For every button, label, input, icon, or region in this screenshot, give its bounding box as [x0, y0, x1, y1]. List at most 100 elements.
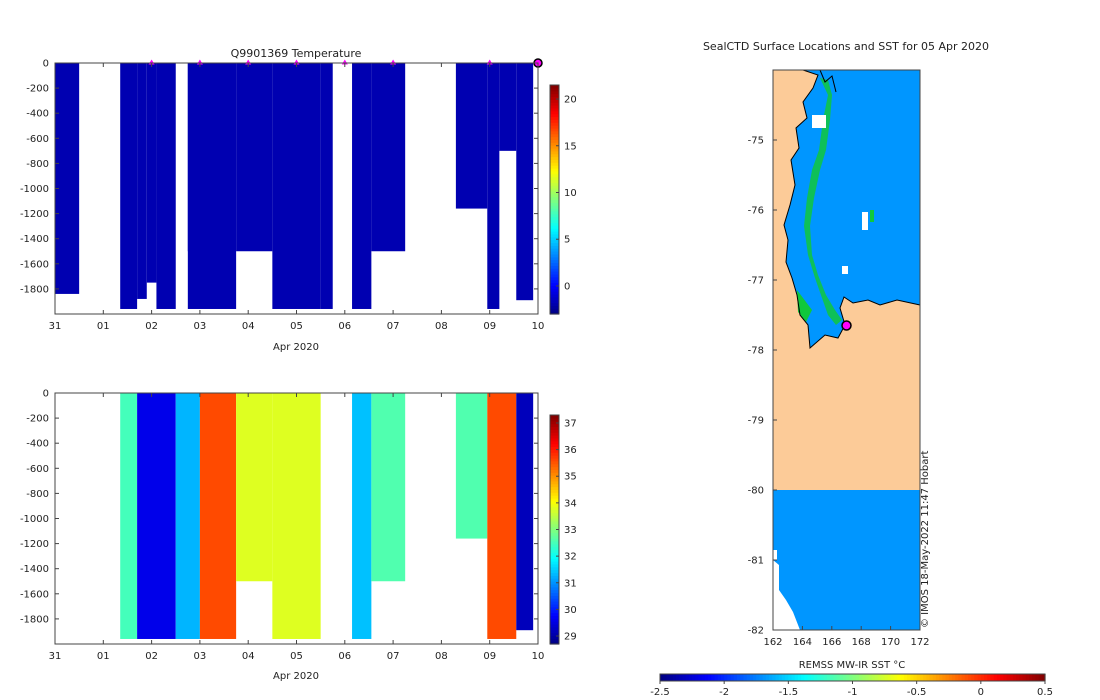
- colorbar-segment: [550, 259, 559, 264]
- sst-colorbar-segment: [855, 674, 860, 681]
- sst-colorbar-segment: [772, 674, 777, 681]
- sst-colorbar-segment: [929, 674, 934, 681]
- colorbar-segment: [550, 190, 559, 195]
- sst-colorbar-segment: [810, 674, 815, 681]
- colorbar-segment: [550, 188, 559, 192]
- x-tick-label: 05: [290, 651, 303, 662]
- imos-credit: © IMOS 18-May-2022 11:47 Hobart: [920, 451, 931, 628]
- sst-colorbar-segment: [746, 674, 751, 681]
- colorbar-segment: [550, 632, 559, 637]
- temperature-xlabel: Apr 2020: [273, 342, 319, 353]
- colorbar-segment: [550, 417, 559, 422]
- colorbar-segment: [550, 116, 559, 120]
- sst-colorbar-segment: [935, 674, 940, 681]
- colorbar-segment: [550, 563, 559, 568]
- colorbar-segment: [550, 629, 559, 634]
- profile-bar: [487, 393, 517, 639]
- colorbar-segment: [550, 85, 559, 89]
- sst-colorbar-segment: [996, 674, 1001, 681]
- colorbar-tick-label: 33: [564, 525, 577, 536]
- colorbar-segment: [550, 572, 559, 576]
- colorbar-segment: [550, 205, 559, 209]
- colorbar-segment: [550, 265, 559, 269]
- colorbar-segment: [550, 498, 559, 502]
- colorbar-segment: [550, 586, 559, 591]
- sst-colorbar-segment: [740, 674, 745, 681]
- colorbar-segment: [550, 110, 559, 115]
- colorbar-segment: [550, 609, 559, 614]
- colorbar-segment: [550, 529, 559, 533]
- map-y-tick-label: -76: [748, 206, 764, 217]
- y-tick-label: -1400: [20, 234, 49, 245]
- profile-bar: [156, 63, 176, 309]
- sst-colorbar-segment: [807, 674, 812, 681]
- colorbar-segment: [550, 500, 559, 505]
- coastal-warm-patch-south: [797, 290, 812, 322]
- colorbar-segment: [550, 156, 559, 161]
- y-tick-label: -1600: [20, 259, 49, 270]
- sst-colorbar-segment: [839, 674, 844, 681]
- colorbar-segment: [550, 153, 559, 158]
- sst-colorbar-segment: [974, 674, 979, 681]
- colorbar-segment: [550, 173, 559, 178]
- sst-colorbar-tick-label: -1.5: [779, 687, 799, 698]
- sst-colorbar-segment: [791, 674, 796, 681]
- colorbar-segment: [550, 538, 559, 542]
- colorbar-segment: [550, 271, 559, 275]
- colorbar-segment: [550, 296, 559, 301]
- colorbar-segment: [550, 503, 559, 508]
- sst-colorbar-segment: [676, 674, 680, 681]
- colorbar-segment: [550, 176, 559, 181]
- sst-colorbar-tick-label: 0: [978, 687, 984, 698]
- latest-location-marker[interactable]: [841, 320, 852, 331]
- colorbar-segment: [550, 638, 559, 642]
- sst-colorbar-segment: [820, 674, 825, 681]
- colorbar-segment: [550, 592, 559, 596]
- x-tick-label: 08: [435, 651, 448, 662]
- colorbar-segment: [550, 589, 559, 594]
- colorbar-segment: [550, 219, 559, 223]
- profile-bar: [487, 63, 500, 309]
- sst-colorbar-segment: [942, 674, 947, 681]
- sst-colorbar-segment: [785, 674, 789, 681]
- colorbar-segment: [550, 159, 559, 163]
- colorbar-segment: [550, 102, 559, 106]
- colorbar-segment: [550, 245, 559, 249]
- colorbar-segment: [550, 635, 559, 639]
- sst-colorbar-segment: [887, 674, 892, 681]
- colorbar-segment: [550, 509, 559, 513]
- sst-colorbar-segment: [660, 674, 664, 681]
- sst-colorbar-segment: [730, 674, 735, 681]
- sst-colorbar-segment: [984, 674, 988, 681]
- x-tick-label: 09: [483, 321, 496, 332]
- missing-data-patch: [862, 212, 868, 230]
- x-tick-label: 02: [145, 321, 158, 332]
- sst-colorbar-segment: [682, 674, 687, 681]
- colorbar-segment: [550, 415, 559, 419]
- sst-colorbar-segment: [669, 674, 674, 681]
- profile-bar: [272, 63, 321, 309]
- colorbar-tick-label: 15: [564, 141, 577, 152]
- x-tick-label: 05: [290, 321, 303, 332]
- y-tick-label: -400: [26, 109, 49, 120]
- x-tick-label: 02: [145, 651, 158, 662]
- colorbar-segment: [550, 142, 559, 146]
- map-y-tick-label: -77: [748, 276, 764, 287]
- y-tick-label: -800: [26, 159, 49, 170]
- profile-bar: [455, 393, 488, 539]
- sst-colorbar-segment: [801, 674, 805, 681]
- colorbar-segment: [550, 569, 559, 574]
- colorbar-segment: [550, 147, 559, 152]
- sst-colorbar-segment: [794, 674, 799, 681]
- profile-bar: [352, 63, 372, 309]
- colorbar-segment: [550, 236, 559, 241]
- sst-colorbar-segment: [769, 674, 773, 681]
- colorbar-tick-label: 36: [564, 445, 577, 456]
- colorbar-tick-label: 10: [564, 188, 577, 199]
- colorbar-tick-label: 30: [564, 605, 577, 616]
- colorbar-segment: [550, 239, 559, 244]
- sst-colorbar-segment: [804, 674, 809, 681]
- colorbar-segment: [550, 606, 559, 611]
- sst-colorbar-segment: [1003, 674, 1008, 681]
- x-tick-label: 09: [483, 651, 496, 662]
